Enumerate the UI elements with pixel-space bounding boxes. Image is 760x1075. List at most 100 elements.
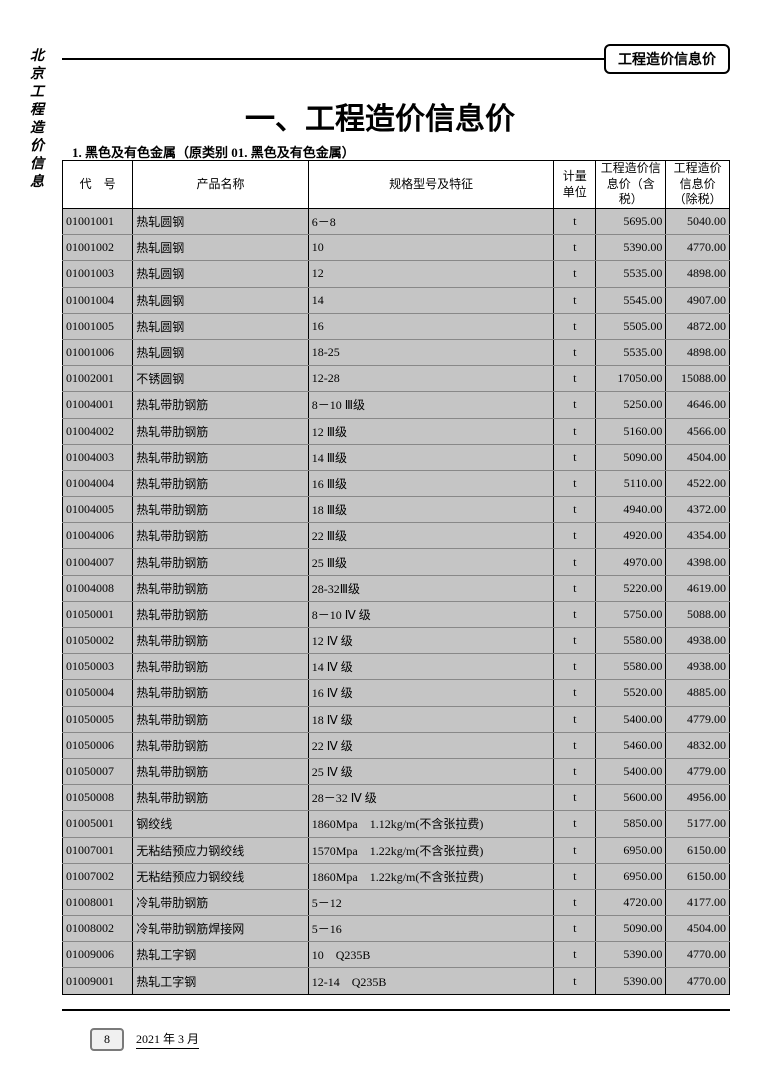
cell-spec: 12 [308,261,554,287]
cell-p1: 5460.00 [596,732,666,758]
cell-name: 无粘结预应力钢绞线 [133,863,309,889]
cell-spec: 28－32 Ⅳ 级 [308,785,554,811]
cell-p1: 5400.00 [596,758,666,784]
cell-spec: 18-25 [308,339,554,365]
cell-code: 01002001 [63,366,133,392]
cell-name: 热轧圆钢 [133,339,309,365]
cell-code: 01050003 [63,654,133,680]
cell-p2: 4372.00 [666,497,730,523]
cell-spec: 12 Ⅲ级 [308,418,554,444]
cell-name: 无粘结预应力钢绞线 [133,837,309,863]
table-row: 01004001热轧带肋钢筋8－10 Ⅲ级t5250.004646.00 [63,392,730,418]
cell-spec: 25 Ⅲ级 [308,549,554,575]
cell-unit: t [554,863,596,889]
cell-p1: 5545.00 [596,287,666,313]
cell-code: 01004003 [63,444,133,470]
cell-p2: 4504.00 [666,444,730,470]
cell-p2: 5040.00 [666,209,730,235]
cell-unit: t [554,575,596,601]
cell-spec: 16 Ⅳ 级 [308,680,554,706]
cell-name: 热轧带肋钢筋 [133,732,309,758]
cell-unit: t [554,680,596,706]
cell-p2: 4566.00 [666,418,730,444]
cell-p1: 5250.00 [596,392,666,418]
cell-code: 01001001 [63,209,133,235]
sub-title: 1. 黑色及有色金属（原类别 01. 黑色及有色金属） [72,142,355,161]
page-number: 8 [90,1028,124,1051]
cell-unit: t [554,837,596,863]
table-row: 01001006热轧圆钢18-25t5535.004898.00 [63,339,730,365]
cell-p2: 4779.00 [666,758,730,784]
cell-p2: 4938.00 [666,654,730,680]
table-row: 01050008热轧带肋钢筋28－32 Ⅳ 级t5600.004956.00 [63,785,730,811]
cell-spec: 12 Ⅳ 级 [308,628,554,654]
cell-p2: 15088.00 [666,366,730,392]
cell-p2: 4956.00 [666,785,730,811]
cell-p1: 17050.00 [596,366,666,392]
cell-name: 热轧圆钢 [133,261,309,287]
table-body: 01001001热轧圆钢6－8t5695.005040.0001001002热轧… [63,209,730,995]
table-row: 01008001冷轧带肋钢筋5－12t4720.004177.00 [63,889,730,915]
cell-name: 热轧圆钢 [133,209,309,235]
cell-p2: 4354.00 [666,523,730,549]
cell-p2: 4770.00 [666,235,730,261]
cell-unit: t [554,811,596,837]
cell-p1: 5600.00 [596,785,666,811]
cell-p1: 5580.00 [596,628,666,654]
cell-spec: 10 Q235B [308,942,554,968]
cell-spec: 16 Ⅲ级 [308,470,554,496]
cell-p2: 4619.00 [666,575,730,601]
table-row: 01004008热轧带肋钢筋28-32Ⅲ级t5220.004619.00 [63,575,730,601]
footer-date: 2021 年 3 月 [136,1030,199,1049]
cell-p1: 4940.00 [596,497,666,523]
cell-code: 01004006 [63,523,133,549]
cell-code: 01001006 [63,339,133,365]
cell-name: 热轧带肋钢筋 [133,680,309,706]
cell-unit: t [554,732,596,758]
cell-p2: 4770.00 [666,968,730,994]
cell-name: 热轧带肋钢筋 [133,706,309,732]
cell-name: 热轧工字钢 [133,942,309,968]
cell-p1: 5220.00 [596,575,666,601]
cell-spec: 5－12 [308,889,554,915]
cell-code: 01004007 [63,549,133,575]
table-row: 01004004热轧带肋钢筋16 Ⅲ级t5110.004522.00 [63,470,730,496]
cell-name: 热轧带肋钢筋 [133,758,309,784]
cell-name: 热轧圆钢 [133,313,309,339]
cell-name: 热轧圆钢 [133,235,309,261]
cell-unit: t [554,942,596,968]
cell-unit: t [554,785,596,811]
table-row: 01007002无粘结预应力钢绞线1860Mpa 1.22kg/m(不含张拉费)… [63,863,730,889]
cell-p1: 5505.00 [596,313,666,339]
cell-p1: 5390.00 [596,968,666,994]
cell-unit: t [554,497,596,523]
main-title: 一、工程造价信息价 [0,94,760,138]
cell-name: 热轧带肋钢筋 [133,654,309,680]
cell-spec: 18 Ⅲ级 [308,497,554,523]
cell-code: 01007001 [63,837,133,863]
cell-unit: t [554,968,596,994]
cell-code: 01004004 [63,470,133,496]
cell-code: 01008002 [63,916,133,942]
cell-name: 热轧带肋钢筋 [133,601,309,627]
price-table: 代 号 产品名称 规格型号及特征 计量单位 工程造价信息价（含税） 工程造价信息… [62,160,730,995]
cell-p2: 4770.00 [666,942,730,968]
cell-p1: 6950.00 [596,863,666,889]
cell-unit: t [554,889,596,915]
cell-p1: 5390.00 [596,235,666,261]
cell-p1: 5750.00 [596,601,666,627]
cell-p2: 4504.00 [666,916,730,942]
cell-spec: 18 Ⅳ 级 [308,706,554,732]
cell-name: 热轧带肋钢筋 [133,575,309,601]
cell-p2: 4779.00 [666,706,730,732]
cell-name: 冷轧带肋钢筋焊接网 [133,916,309,942]
cell-p1: 5695.00 [596,209,666,235]
table-row: 01008002冷轧带肋钢筋焊接网5－16t5090.004504.00 [63,916,730,942]
cell-name: 热轧带肋钢筋 [133,470,309,496]
cell-p1: 5110.00 [596,470,666,496]
cell-code: 01050006 [63,732,133,758]
cell-spec: 14 [308,287,554,313]
cell-unit: t [554,261,596,287]
cell-unit: t [554,601,596,627]
cell-name: 热轧带肋钢筋 [133,785,309,811]
